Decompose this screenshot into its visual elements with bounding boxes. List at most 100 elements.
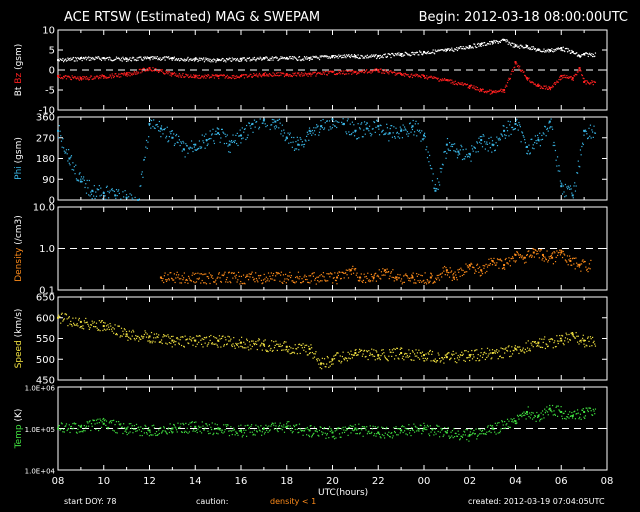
data-point bbox=[79, 425, 82, 428]
data-point-trace bbox=[244, 343, 246, 345]
data-point-trace bbox=[519, 254, 521, 256]
data-point-trace bbox=[330, 70, 332, 73]
data-point-trace bbox=[63, 150, 65, 152]
data-point-trace bbox=[356, 433, 359, 435]
data-point-trace bbox=[587, 82, 589, 84]
data-point-trace bbox=[582, 143, 584, 146]
data-point-trace bbox=[543, 417, 545, 419]
data-point-trace bbox=[500, 133, 502, 135]
data-point-trace bbox=[339, 436, 341, 438]
data-point-trace bbox=[197, 148, 199, 150]
data-point bbox=[548, 120, 551, 123]
data-point-trace bbox=[392, 269, 394, 271]
data-point-trace bbox=[395, 355, 397, 357]
data-point-trace bbox=[248, 341, 251, 343]
data-point-trace bbox=[334, 125, 336, 127]
data-point-trace bbox=[456, 84, 459, 86]
data-point-trace bbox=[481, 42, 484, 44]
data-point-trace bbox=[63, 59, 65, 62]
data-point-trace bbox=[73, 166, 75, 168]
data-point-trace bbox=[515, 61, 517, 64]
data-point-trace bbox=[506, 82, 509, 84]
data-point-trace bbox=[99, 330, 101, 332]
data-point-trace bbox=[300, 344, 302, 346]
data-point-trace bbox=[471, 434, 473, 436]
data-point-trace bbox=[258, 58, 260, 60]
data-point-trace bbox=[217, 433, 219, 435]
data-point-trace bbox=[386, 433, 389, 435]
data-point-trace bbox=[368, 56, 370, 58]
data-point-trace bbox=[86, 321, 88, 323]
data-point-trace bbox=[140, 430, 143, 432]
data-point-trace bbox=[110, 75, 112, 77]
data-point bbox=[525, 77, 528, 79]
data-point-trace bbox=[530, 414, 532, 416]
data-point bbox=[228, 143, 231, 146]
data-point-trace bbox=[283, 57, 285, 59]
data-point-trace bbox=[217, 346, 219, 348]
data-point bbox=[79, 320, 82, 323]
data-point-trace bbox=[195, 74, 197, 76]
data-point-trace bbox=[190, 425, 192, 428]
data-point-trace bbox=[87, 77, 89, 79]
data-point-trace bbox=[151, 425, 153, 427]
data-point-trace bbox=[279, 422, 281, 424]
data-point-trace bbox=[383, 72, 386, 74]
data-point-trace bbox=[501, 260, 503, 262]
data-point-trace bbox=[195, 421, 197, 423]
data-point-trace bbox=[514, 128, 516, 130]
data-point-trace bbox=[327, 57, 329, 59]
data-point-trace bbox=[589, 268, 591, 270]
data-point-trace bbox=[568, 76, 570, 78]
data-point-trace bbox=[251, 345, 253, 348]
data-point-trace bbox=[202, 273, 204, 276]
data-point-trace bbox=[399, 126, 401, 128]
data-point-trace bbox=[354, 349, 356, 351]
data-point-trace bbox=[437, 277, 439, 279]
data-point-trace bbox=[378, 57, 381, 59]
data-point-trace bbox=[550, 255, 552, 257]
data-point-trace bbox=[437, 49, 439, 51]
data-point-trace bbox=[277, 430, 279, 433]
data-point-trace bbox=[554, 83, 557, 86]
data-point-trace bbox=[152, 125, 154, 128]
data-point-trace bbox=[69, 164, 71, 166]
data-point bbox=[194, 425, 197, 428]
data-point-trace bbox=[297, 139, 299, 141]
data-point-trace bbox=[231, 345, 233, 348]
data-point-trace bbox=[237, 279, 239, 281]
data-point-trace bbox=[224, 133, 226, 135]
data-point-trace bbox=[200, 343, 203, 345]
data-point-trace bbox=[402, 355, 404, 358]
data-point-trace bbox=[257, 340, 259, 342]
data-point-trace bbox=[555, 345, 557, 348]
data-point-trace bbox=[472, 266, 474, 268]
data-point-trace bbox=[81, 181, 83, 183]
data-point-trace bbox=[290, 276, 292, 279]
data-point-trace bbox=[327, 280, 329, 282]
data-point-trace bbox=[156, 56, 158, 58]
data-point-trace bbox=[388, 435, 391, 438]
data-point-trace bbox=[541, 87, 544, 89]
data-point-trace bbox=[93, 325, 95, 328]
data-point-trace bbox=[398, 353, 401, 356]
data-point-trace bbox=[464, 434, 466, 436]
data-point-trace bbox=[418, 74, 420, 77]
data-point-trace bbox=[131, 74, 133, 76]
data-point-trace bbox=[250, 273, 252, 275]
data-point-trace bbox=[471, 85, 473, 87]
data-point-trace bbox=[571, 264, 573, 266]
data-point bbox=[537, 139, 540, 142]
data-point-trace bbox=[195, 429, 198, 431]
data-point-trace bbox=[185, 339, 187, 341]
data-point-trace bbox=[360, 123, 362, 125]
data-point-trace bbox=[324, 56, 326, 58]
data-point-trace bbox=[503, 125, 505, 127]
data-point-trace bbox=[230, 338, 232, 340]
data-point-trace bbox=[551, 87, 553, 89]
data-point-trace bbox=[491, 43, 494, 45]
data-point-trace bbox=[427, 280, 429, 282]
data-point-trace bbox=[321, 125, 323, 127]
data-point-trace bbox=[268, 425, 270, 427]
data-point-trace bbox=[306, 278, 308, 281]
